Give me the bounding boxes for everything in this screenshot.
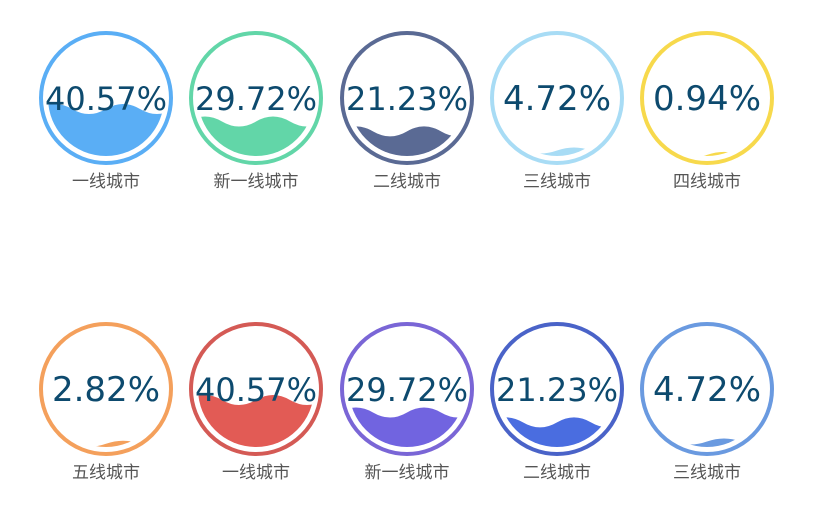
gauge-value-label: 4.72%	[653, 370, 761, 410]
gauge-ring	[340, 322, 474, 456]
gauge-value-label: 4.72%	[503, 79, 611, 119]
gauge-category-label: 新一线城市	[214, 172, 299, 192]
gauge-2: 29.72% 新一线城市	[189, 31, 323, 192]
gauge-value-label: 21.23%	[346, 80, 468, 118]
gauge-ring	[640, 31, 774, 165]
gauge-category-label: 二线城市	[523, 463, 591, 483]
gauge-liquid	[349, 126, 465, 156]
gauge-category-label: 三线城市	[523, 172, 591, 192]
gauge-ring	[189, 322, 323, 456]
gauge-3: 21.23% 二线城市	[340, 31, 474, 192]
gauge-category-label: 一线城市	[72, 172, 140, 192]
gauge-value-label: 0.94%	[653, 79, 761, 119]
gauge-category-label: 二线城市	[373, 172, 441, 192]
gauge-ring	[340, 31, 474, 165]
gauge-value-label: 2.82%	[52, 370, 160, 410]
gauge-value-label: 29.72%	[346, 371, 468, 409]
gauge-category-label: 四线城市	[673, 172, 741, 192]
gauge-7: 40.57% 一线城市	[189, 322, 323, 483]
gauge-value-label: 21.23%	[496, 371, 618, 409]
gauge-9: 21.23% 二线城市	[490, 322, 624, 483]
gauge-category-label: 新一线城市	[365, 463, 450, 483]
gauge-4: 4.72% 三线城市	[490, 31, 624, 192]
gauge-category-label: 一线城市	[222, 463, 290, 483]
gauge-ring	[490, 31, 624, 165]
gauge-10: 4.72% 三线城市	[640, 322, 774, 483]
gauge-value-label: 29.72%	[195, 80, 317, 118]
gauge-1: 40.57% 一线城市	[39, 31, 173, 192]
gauge-liquid	[499, 417, 615, 447]
gauge-category-label: 五线城市	[72, 463, 140, 483]
gauge-8: 29.72% 新一线城市	[340, 322, 474, 483]
gauge-5: 0.94% 四线城市	[640, 31, 774, 192]
gauge-6: 2.82% 五线城市	[39, 322, 173, 483]
gauge-ring	[640, 322, 774, 456]
gauge-category-label: 三线城市	[673, 463, 741, 483]
gauge-ring	[39, 31, 173, 165]
gauge-ring	[189, 31, 323, 165]
gauge-value-label: 40.57%	[195, 371, 317, 409]
gauge-ring	[490, 322, 624, 456]
gauge-ring	[39, 322, 173, 456]
gauge-value-label: 40.57%	[45, 80, 167, 118]
